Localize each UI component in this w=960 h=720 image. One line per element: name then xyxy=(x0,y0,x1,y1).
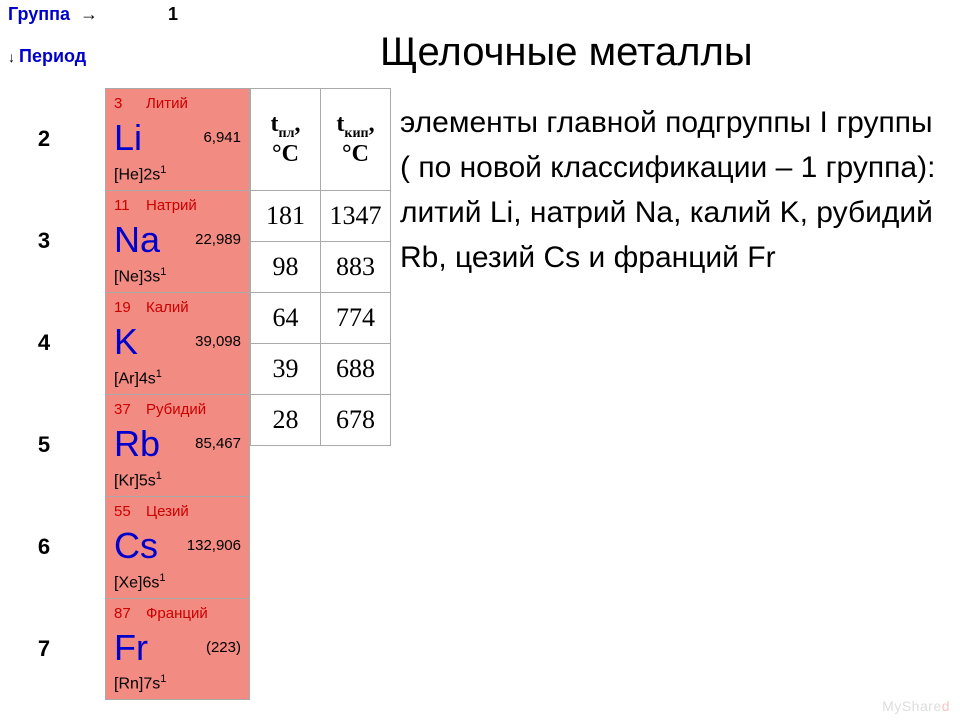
melt-value: 28 xyxy=(251,395,321,446)
electron-config: [Rn]7s1 xyxy=(114,673,166,693)
page-title: Щелочные металлы xyxy=(380,30,753,75)
atomic-mass: (223) xyxy=(206,639,241,656)
electron-config: [Xe]6s1 xyxy=(114,572,165,592)
period-number: 4 xyxy=(24,292,64,394)
electron-config: [Ar]4s1 xyxy=(114,368,162,388)
table-row: 98883 xyxy=(251,242,391,293)
electron-config: [Ne]3s1 xyxy=(114,266,166,286)
boil-sub: кип xyxy=(344,125,368,140)
melt-value: 39 xyxy=(251,344,321,395)
atomic-number: 37 xyxy=(114,401,131,418)
melt-header: tпл, °C xyxy=(251,89,321,191)
element-name: Рубидий xyxy=(146,401,206,418)
atomic-mass: 6,941 xyxy=(203,129,241,146)
periods-column: 2 3 4 5 6 7 xyxy=(24,88,64,700)
boil-value: 1347 xyxy=(321,191,391,242)
atomic-mass: 39,098 xyxy=(195,333,241,350)
element-cell: 87 Франций Fr (223) [Rn]7s1 xyxy=(105,598,250,700)
watermark-text: MyShare xyxy=(882,698,942,714)
boil-value: 883 xyxy=(321,242,391,293)
boil-value: 678 xyxy=(321,395,391,446)
element-name: Франций xyxy=(146,605,208,622)
element-cell: 3 ЛитийLi 6,941 [He]2s1 xyxy=(105,88,250,190)
element-cell: 55 Цезий Cs 132,906 [Xe]6s1 xyxy=(105,496,250,598)
element-name: Цезий xyxy=(146,503,189,520)
element-cell: 11 Натрий Na 22,989 [Ne]3s1 xyxy=(105,190,250,292)
element-name: Калий xyxy=(146,299,189,316)
unit-label: °C xyxy=(272,141,299,167)
atomic-number: 11 xyxy=(114,197,130,214)
description-text: элементы главной подгруппы I группы ( по… xyxy=(400,100,942,280)
group-header: Группа → 1 xyxy=(8,4,178,25)
elements-column: 3 ЛитийLi 6,941 [He]2s1 11 Натрий Na 22,989 [Ne]… xyxy=(105,88,250,700)
watermark: MyShared xyxy=(882,698,950,714)
element-cell: 19 Калий K 39,098 [Ar]4s1 xyxy=(105,292,250,394)
table-row: 64774 xyxy=(251,293,391,344)
boil-value: 774 xyxy=(321,293,391,344)
melt-t: t xyxy=(271,111,279,137)
boil-value: 688 xyxy=(321,344,391,395)
element-cell: 37 Рубидий Rb 85,467 [Kr]5s1 xyxy=(105,394,250,496)
element-symbol: K xyxy=(114,321,138,363)
element-symbol: Na xyxy=(114,219,160,261)
period-number: 5 xyxy=(24,394,64,496)
melt-value: 181 xyxy=(251,191,321,242)
melt-value: 98 xyxy=(251,242,321,293)
period-number: 3 xyxy=(24,190,64,292)
melt-sub: пл xyxy=(279,125,295,140)
atomic-number: 19 xyxy=(114,299,131,316)
boil-header: tкип, °C xyxy=(321,89,391,191)
table-row: 28678 xyxy=(251,395,391,446)
table-row: 1811347 xyxy=(251,191,391,242)
electron-config: [He]2s1 xyxy=(114,164,166,184)
element-symbol: Li xyxy=(114,117,142,159)
element-symbol: Fr xyxy=(114,627,148,669)
period-number: 2 xyxy=(24,88,64,190)
period-number: 7 xyxy=(24,598,64,700)
atomic-number: 55 xyxy=(114,503,131,520)
atomic-mass: 22,989 xyxy=(195,231,241,248)
atomic-number: 3 xyxy=(114,95,122,112)
atomic-mass: 85,467 xyxy=(195,435,241,452)
watermark-highlight: d xyxy=(942,698,950,714)
element-symbol: Rb xyxy=(114,423,160,465)
element-name: Натрий xyxy=(146,197,197,214)
electron-config: [Kr]5s1 xyxy=(114,470,162,490)
atomic-mass: 132,906 xyxy=(187,537,241,554)
period-number: 6 xyxy=(24,496,64,598)
period-label: Период xyxy=(19,46,86,67)
temperature-table: tпл, °C tкип, °C 18113479888364774396882… xyxy=(250,88,391,446)
element-symbol: Cs xyxy=(114,525,158,567)
atomic-number: 87 xyxy=(114,605,131,622)
period-header: ↓ Период xyxy=(8,46,86,67)
element-name: Литий xyxy=(146,95,188,112)
arrow-right-icon: → xyxy=(80,4,98,25)
melt-value: 64 xyxy=(251,293,321,344)
arrow-down-icon: ↓ xyxy=(8,49,15,65)
group-number: 1 xyxy=(168,4,178,25)
group-label: Группа xyxy=(8,4,70,25)
table-row: 39688 xyxy=(251,344,391,395)
unit-label: °C xyxy=(342,141,369,167)
